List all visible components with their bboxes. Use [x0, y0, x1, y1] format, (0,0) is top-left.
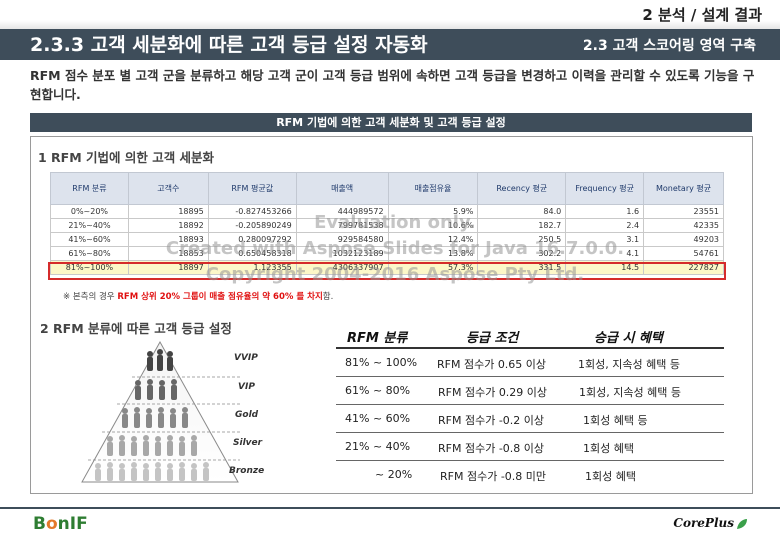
section1-title: 1 RFM 기법에 의한 고객 세분화 [38, 150, 215, 165]
grade-rfm: 61% ~ 80% [345, 384, 411, 397]
grade-header-rfm: RFM 분류 [347, 331, 408, 346]
watermark-line2: Created with Aspose.Slides for Java 16.7… [165, 238, 625, 259]
col-header: 고객수 [127, 172, 209, 205]
grade-benefit: 1회성, 지속성 혜택 등 [579, 386, 681, 399]
rfm-table: RFM 분류 고객수 RFM 평균값 매출액 매출점유율 Recency 평균 … [50, 172, 724, 275]
banner: RFM 기법에 의한 고객 세분화 및 고객 등급 설정 [30, 113, 752, 132]
watermark-line3: Copyright 2004-2016 Aspose Pty Ltd. [205, 264, 585, 285]
leaf-icon [737, 518, 747, 529]
pyramid-label-vvip: VVIP [234, 353, 258, 363]
table-row: 41%~60% 18893 0.280097292 929584580 12.4… [50, 232, 724, 247]
silver-people-icon [107, 435, 197, 456]
col-header: Monetary 평균 [643, 172, 724, 205]
grade-rfm: 41% ~ 60% [345, 412, 411, 425]
watermark-line1: Evaluation only. [314, 212, 476, 233]
note-highlight: RFM 상위 20% 그룹이 매출 점유율의 약 60% 를 차지 [117, 292, 323, 302]
grade-condition: RFM 점수가 0.65 이상 [437, 358, 547, 371]
table-row: 0%~20% 18895 -0.827453266 444989572 5.9%… [50, 204, 724, 219]
grade-condition: RFM 점수가 -0.8 이상 [438, 442, 545, 455]
grade-benefit: 1회성 혜택 [585, 470, 636, 483]
grade-row: 61% ~ 80% RFM 점수가 0.29 이상 1회성, 지속성 혜택 등 [336, 377, 724, 405]
customer-grade-pyramid [81, 340, 240, 483]
grade-benefit: 1회성 혜택 [583, 442, 634, 455]
table-cell: 18897 [127, 260, 209, 275]
page-title: 2.3.3 고객 세분화에 따른 고객 등급 설정 자동화 [30, 34, 428, 56]
grade-condition: RFM 점수가 0.29 이상 [438, 386, 548, 399]
grade-condition: RFM 점수가 -0.8 미만 [440, 470, 547, 483]
table-row: 61%~80% 18853 0.650458318 1032123189 13.… [50, 246, 724, 261]
bronze-people-icon [95, 462, 209, 481]
note-prefix: ※ 본측의 경우 [63, 292, 118, 302]
gold-people-icon [122, 407, 188, 428]
grade-row: 41% ~ 60% RFM 점수가 -0.2 이상 1회성 혜택 등 [336, 405, 724, 433]
grade-header-rule [336, 347, 724, 349]
col-header: RFM 평균값 [207, 172, 297, 205]
intro-text: RFM 점수 분포 별 고객 군을 분류하고 해당 고객 군이 고객 등급 범위… [30, 68, 755, 102]
col-header: RFM 분류 [50, 172, 129, 205]
table-header-row: RFM 분류 고객수 RFM 평균값 매출액 매출점유율 Recency 평균 … [50, 172, 724, 205]
grade-rfm: 21% ~ 40% [345, 440, 411, 453]
top-segment-highlight-box [48, 262, 726, 280]
section-kicker: 2 분석 / 설계 결과 [642, 6, 762, 24]
col-header: Frequency 평균 [565, 172, 645, 205]
pyramid-label-bronze: Bronze [229, 466, 265, 476]
col-header: 매출액 [295, 172, 389, 205]
col-header: Recency 평균 [477, 172, 567, 205]
vip-people-icon [135, 379, 177, 400]
col-header: 매출점유율 [387, 172, 479, 205]
grade-row: 81% ~ 100% RFM 점수가 0.65 이상 1회성, 지속성 혜택 등 [336, 349, 724, 377]
pyramid-label-vip: VIP [238, 382, 255, 392]
page-subtitle: 2.3 고객 스코어링 영역 구축 [582, 38, 756, 54]
grade-rfm: 81% ~ 100% [345, 356, 418, 369]
vvip-people-icon [147, 349, 173, 371]
table-cell: 54761 [643, 246, 724, 261]
section2-title: 2 RFM 분류에 따른 고객 등급 설정 [40, 321, 232, 336]
pyramid-label-gold: Gold [235, 410, 259, 420]
bonif-logo: BonIF [33, 514, 88, 534]
grade-benefit: 1회성, 지속성 혜택 등 [578, 358, 680, 371]
grade-header-condition: 등급 조건 [466, 331, 519, 346]
grade-condition: RFM 점수가 -0.2 이상 [438, 414, 545, 427]
grade-header-benefit: 승급 시 혜택 [594, 331, 663, 346]
coreplus-logo-text: CorePlus [673, 516, 734, 530]
bonif-logo-rest: nIF [57, 514, 88, 534]
grade-benefit: 1회성 혜택 등 [583, 414, 648, 427]
footer-rule [0, 507, 780, 509]
header-top-strip [0, 0, 780, 29]
grade-rfm: ~ 20% [375, 468, 413, 481]
coreplus-logo: CorePlus [673, 516, 748, 530]
grade-row: ~ 20% RFM 점수가 -0.8 미만 1회성 혜택 [336, 461, 724, 488]
grade-row: 21% ~ 40% RFM 점수가 -0.8 이상 1회성 혜택 [336, 433, 724, 461]
bonif-logo-o: o [45, 514, 58, 534]
note-suffix: 함. [322, 292, 334, 302]
bonif-logo-b: B [33, 514, 46, 534]
pyramid-label-silver: Silver [233, 438, 263, 448]
table-note: ※ 본측의 경우 RFM 상위 20% 그룹이 매출 점유율의 약 60% 를 … [63, 290, 333, 302]
